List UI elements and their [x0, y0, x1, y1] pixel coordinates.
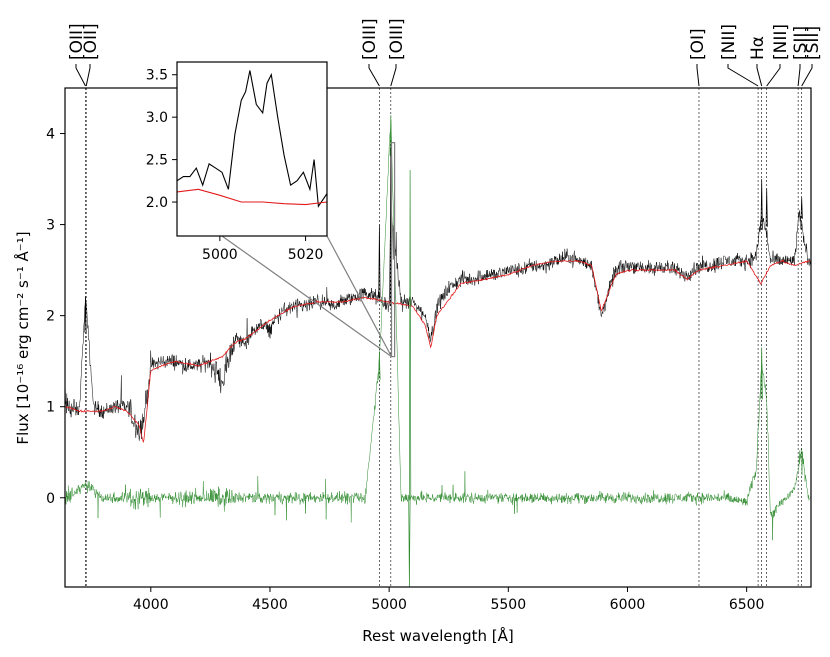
x-tick-label: 6000: [610, 597, 646, 613]
inset-x-tick-label: 5000: [202, 247, 238, 263]
y-axis-title: Flux [10⁻¹⁶ erg cm⁻² s⁻¹ Å⁻¹]: [13, 231, 32, 444]
emission-line-label: [NII]: [771, 24, 791, 60]
series-line-1: [65, 259, 811, 444]
emission-line-label: Hα: [748, 36, 768, 60]
y-tick-label: 4: [46, 127, 55, 143]
inset-y-tick-label: 2.5: [146, 153, 168, 169]
series-line-0: [65, 202, 811, 441]
emission-line-leader: [390, 64, 397, 87]
emission-spike: [760, 179, 763, 230]
plot-frame: [64, 87, 812, 588]
inset-y-tick-label: 3.5: [146, 68, 168, 84]
emission-line-leader: [368, 64, 380, 87]
emission-line-leader: [85, 64, 91, 87]
series-line-2: [65, 120, 811, 541]
x-tick-label: 5000: [371, 597, 407, 613]
x-tick-label: 6500: [729, 597, 765, 613]
emission-line-label: [NII]: [719, 24, 739, 60]
inset-y-tick-label: 2.0: [146, 195, 168, 211]
connector-line: [221, 235, 392, 358]
x-tick-label: 5500: [490, 597, 526, 613]
emission-spike: [378, 224, 381, 298]
emission-line-leader: [766, 64, 781, 87]
inset-frame: [176, 61, 328, 237]
emission-spike: [800, 197, 803, 219]
emission-line-label: [OIII]: [387, 18, 407, 60]
emission-line-leader: [756, 64, 763, 87]
emission-spike: [409, 169, 412, 498]
x-tick-label: 4500: [252, 597, 288, 613]
emission-line-label: [OII]: [81, 23, 101, 60]
emission-spike: [408, 497, 411, 587]
inset-series-0: [177, 70, 327, 208]
inset-x-tick-label: 5020: [288, 247, 324, 263]
emission-spike: [765, 188, 768, 227]
x-tick-label: 4000: [133, 597, 169, 613]
x-axis-title: Rest wavelength [Å]: [362, 626, 514, 645]
zoom-box: [390, 142, 396, 358]
emission-spike: [378, 352, 381, 380]
connector-line: [326, 235, 393, 357]
inset-y-tick-label: 3.0: [146, 110, 168, 126]
inset-plot: 5000 5020 2.0 2.5 3.0 3.5: [146, 61, 328, 263]
emission-line-label: [SII]: [791, 26, 811, 60]
inset-series-1: [177, 188, 327, 206]
emission-spike: [760, 347, 763, 400]
emission-line-leader: [797, 64, 801, 87]
inset-area: [177, 62, 327, 236]
emission-line-leader: [801, 64, 813, 87]
y-tick-label: 0: [46, 491, 55, 507]
emission-line-leader: [75, 64, 86, 87]
emission-line-labels: [OII][OII] [OIII] [OIII] [OI] [NII] Hα [NII] [S…: [67, 18, 823, 87]
inset-connectors: [221, 235, 393, 358]
y-tick-label: 1: [46, 400, 55, 416]
emission-spike: [84, 297, 87, 333]
y-tick-label: 3: [46, 218, 55, 234]
emission-line-label: [OIII]: [360, 18, 380, 60]
emission-line-label: [SII]: [803, 26, 823, 60]
y-tick-label: 2: [46, 309, 55, 325]
emission-line-label: [OI]: [688, 28, 708, 60]
emission-line-leader: [696, 64, 700, 87]
emission-line-label: [OII]: [67, 23, 87, 60]
emission-line-leader: [727, 64, 759, 87]
